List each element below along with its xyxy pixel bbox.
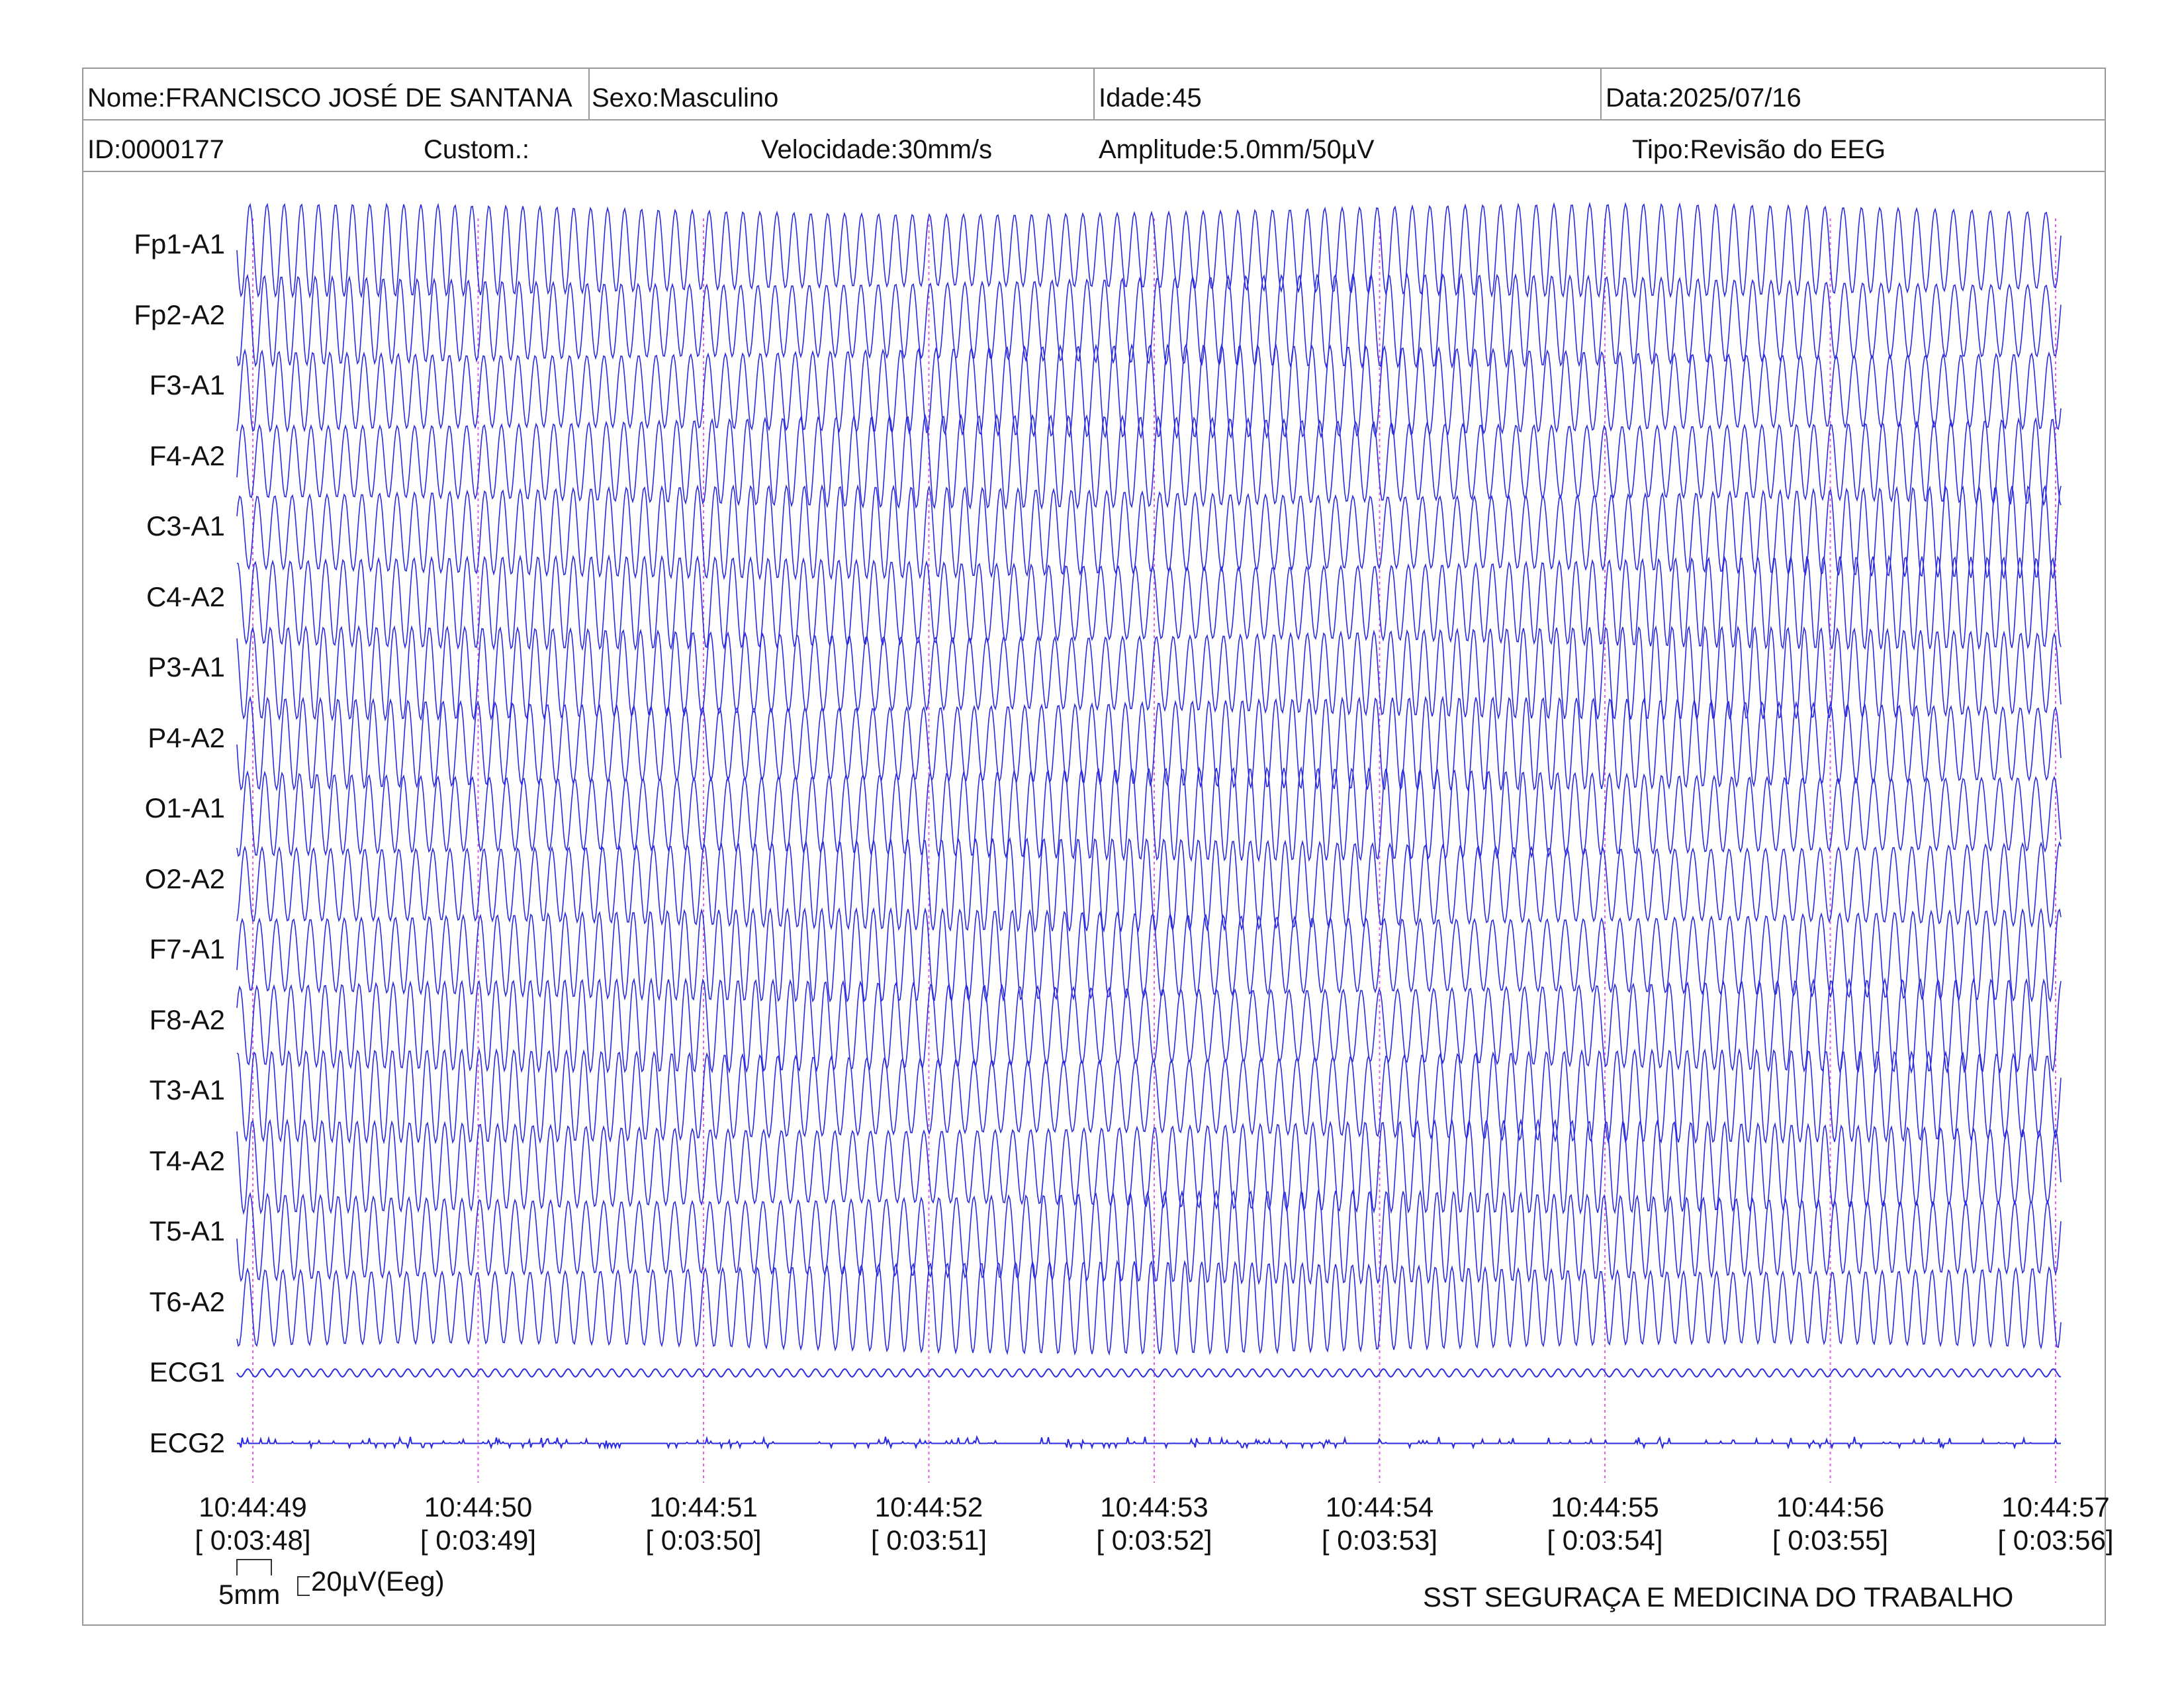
channel-label-t4-a2: T4-A2 xyxy=(149,1145,225,1176)
time-tick-elapsed: [ 0:03:55] xyxy=(1772,1524,1889,1556)
time-tick-elapsed: [ 0:03:52] xyxy=(1096,1524,1212,1556)
channel-label-fp1-a1: Fp1-A1 xyxy=(134,228,225,259)
channel-label-t3-a1: T3-A1 xyxy=(149,1074,225,1105)
trace-t4-a2 xyxy=(236,1118,2062,1215)
trace-o2-a2 xyxy=(236,837,2062,933)
time-tick-clock: 10:44:52 xyxy=(874,1491,983,1523)
trace-t6-a2 xyxy=(236,1259,2062,1356)
channel-label-f8-a2: F8-A2 xyxy=(149,1004,225,1035)
trace-t3-a1 xyxy=(236,1047,2062,1145)
patient-sex: Sexo:Masculino xyxy=(592,83,779,113)
header-divider xyxy=(82,119,2106,120)
trace-c3-a1 xyxy=(236,484,2062,581)
trace-f4-a2 xyxy=(236,413,2062,510)
time-tick-clock: 10:44:50 xyxy=(424,1491,533,1523)
trace-fp1-a1 xyxy=(236,201,2062,299)
channel-label-f4-a2: F4-A2 xyxy=(149,440,225,471)
channel-label-t5-a1: T5-A1 xyxy=(149,1215,225,1246)
header-bottom-line xyxy=(82,171,2106,172)
amplitude-scale-label: 20µV(Eeg) xyxy=(311,1566,445,1597)
trace-c4-a2 xyxy=(236,554,2062,651)
time-tick-clock: 10:44:49 xyxy=(199,1491,307,1523)
clinic-footer: SST SEGURAÇA E MEDICINA DO TRABALHO xyxy=(1423,1581,2014,1613)
trace-fp2-a2 xyxy=(236,272,2062,369)
custom-field: Custom.: xyxy=(424,135,530,164)
time-tick-elapsed: [ 0:03:56] xyxy=(1997,1524,2114,1556)
time-tick-elapsed: [ 0:03:50] xyxy=(645,1524,762,1556)
time-tick-clock: 10:44:57 xyxy=(2001,1491,2110,1523)
channel-label-c3-a1: C3-A1 xyxy=(146,510,225,541)
speed-setting: Velocidade:30mm/s xyxy=(761,135,993,164)
header-cell-divider xyxy=(1600,68,1602,120)
time-tick-elapsed: [ 0:03:53] xyxy=(1321,1524,1438,1556)
time-tick-elapsed: [ 0:03:54] xyxy=(1547,1524,1663,1556)
time-tick-clock: 10:44:55 xyxy=(1551,1491,1659,1523)
channel-label-o2-a2: O2-A2 xyxy=(144,863,225,894)
trace-f7-a1 xyxy=(236,907,2062,1003)
trace-f8-a2 xyxy=(236,977,2062,1074)
trace-f3-a1 xyxy=(236,342,2062,440)
channel-label-fp2-a2: Fp2-A2 xyxy=(134,299,225,330)
patient-age: Idade:45 xyxy=(1099,83,1202,113)
amplitude-scale-bracket xyxy=(297,1576,310,1596)
trace-ecg2 xyxy=(237,1434,2061,1450)
time-tick-clock: 10:44:56 xyxy=(1776,1491,1885,1523)
header-cell-divider xyxy=(588,68,590,120)
time-scale-bracket xyxy=(236,1559,272,1575)
channel-label-p4-a2: P4-A2 xyxy=(148,722,225,753)
channel-label-ecg1: ECG1 xyxy=(149,1356,225,1387)
channel-label-p3-a1: P3-A1 xyxy=(148,651,225,682)
patient-name: Nome:FRANCISCO JOSÉ DE SANTANA xyxy=(87,83,572,113)
time-scale-label: 5mm xyxy=(218,1579,281,1610)
time-tick-elapsed: [ 0:03:48] xyxy=(195,1524,311,1556)
channel-label-c4-a2: C4-A2 xyxy=(146,581,225,612)
amplitude-setting: Amplitude:5.0mm/50µV xyxy=(1099,135,1375,164)
time-tick-clock: 10:44:54 xyxy=(1325,1491,1434,1523)
channel-label-t6-a2: T6-A2 xyxy=(149,1286,225,1317)
time-tick-clock: 10:44:51 xyxy=(649,1491,758,1523)
time-tick-clock: 10:44:53 xyxy=(1100,1491,1208,1523)
exam-date: Data:2025/07/16 xyxy=(1606,83,1801,113)
channel-label-f3-a1: F3-A1 xyxy=(149,369,225,400)
channel-label-ecg2: ECG2 xyxy=(149,1427,225,1458)
trace-p3-a1 xyxy=(236,625,2062,722)
trace-ecg1 xyxy=(236,1368,2062,1378)
patient-id: ID:0000177 xyxy=(87,135,224,164)
time-tick-elapsed: [ 0:03:49] xyxy=(420,1524,537,1556)
time-tick-elapsed: [ 0:03:51] xyxy=(870,1524,987,1556)
channel-label-o1-a1: O1-A1 xyxy=(144,792,225,823)
trace-t5-a1 xyxy=(236,1189,2062,1286)
header-cell-divider xyxy=(1093,68,1095,120)
channel-label-f7-a1: F7-A1 xyxy=(149,933,225,964)
trace-o1-a1 xyxy=(236,766,2062,863)
exam-type: Tipo:Revisão do EEG xyxy=(1632,135,1886,164)
trace-p4-a2 xyxy=(236,695,2062,792)
